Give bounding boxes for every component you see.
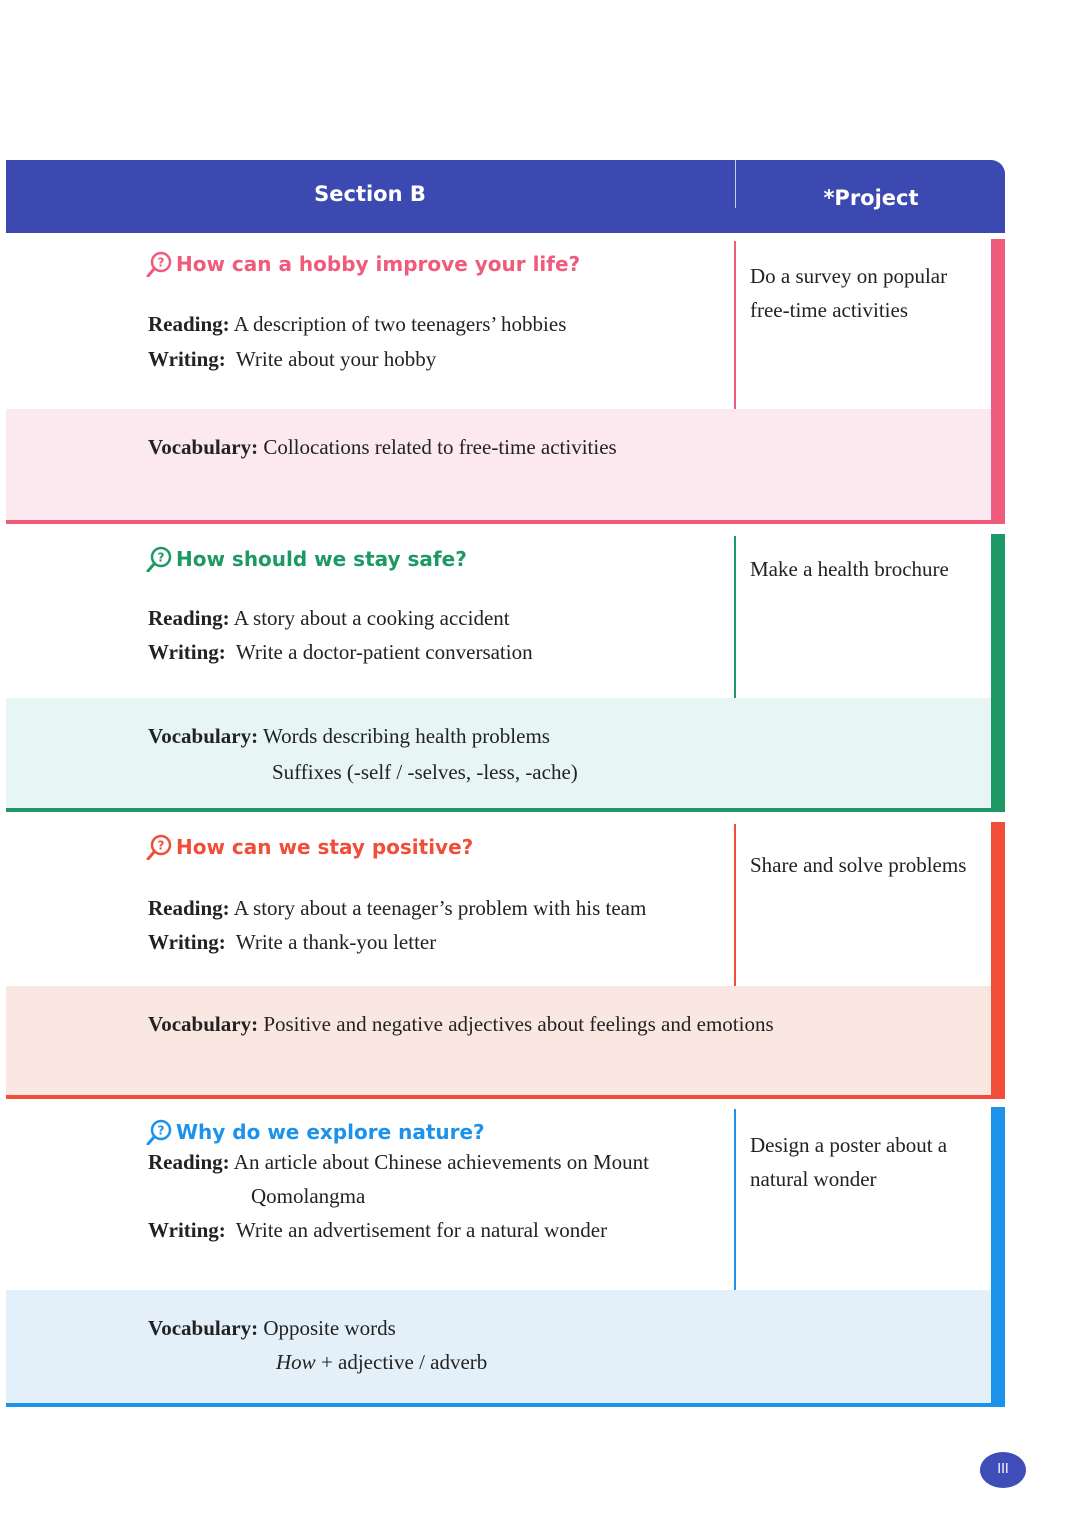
question-text: Why do we explore nature? (176, 1120, 485, 1144)
vocab-line-2: Suffixes (-self / -selves, -less, -ache) (272, 760, 578, 784)
vocab-line: Vocabulary: Positive and negative adject… (148, 1012, 774, 1036)
writing-line: Writing: Write a thank-you letter (148, 930, 437, 954)
svg-text:?: ? (158, 839, 165, 853)
svg-text:?: ? (158, 551, 165, 565)
vocabulary-band: Vocabulary: Positive and negative adject… (6, 986, 991, 1095)
bottom-rule (6, 1403, 1005, 1407)
color-bar (991, 1107, 1005, 1407)
project-heading: *Project (735, 160, 1006, 210)
reading-line: Reading: A description of two teenagers’… (148, 312, 567, 336)
color-bar (991, 534, 1005, 812)
project-text: Make a health brochure (750, 557, 949, 581)
unit-section: Vocabulary: Opposite words How + adjectiv… (6, 1103, 1005, 1407)
column-divider (734, 824, 736, 986)
column-divider (734, 1109, 736, 1290)
unit-section: Vocabulary: Positive and negative adject… (6, 818, 1005, 1099)
section-b-heading: Section B (314, 182, 426, 206)
vocabulary-band: Vocabulary: Opposite words How + adjectiv… (6, 1290, 991, 1403)
reading-line: Reading: A story about a cooking acciden… (148, 606, 510, 630)
writing-line: Writing: Write about your hobby (148, 347, 437, 371)
column-divider (734, 241, 736, 409)
question-heading: ? Why do we explore nature? (146, 1119, 485, 1145)
question-text: How should we stay safe? (176, 547, 467, 571)
project-text: Do a survey on popular free-time activit… (750, 264, 948, 322)
vocab-line-2: How + adjective / adverb (276, 1350, 488, 1374)
project-text: Share and solve problems (750, 853, 967, 877)
table-header: Section B *Project (6, 160, 1005, 233)
vocabulary-band: Vocabulary: Words describing health prob… (6, 698, 991, 808)
question-heading: ? How should we stay safe? (146, 546, 467, 572)
vocab-line: Vocabulary: Words describing health prob… (148, 724, 550, 748)
question-text: How can we stay positive? (176, 835, 474, 859)
unit-section: Vocabulary: Collocations related to free… (6, 235, 1005, 524)
reading-line: Reading: A story about a teenager’s prob… (148, 896, 647, 920)
question-magnifier-icon: ? (146, 834, 172, 860)
bottom-rule (6, 520, 1005, 524)
vocab-line: Vocabulary: Opposite words (148, 1316, 396, 1340)
column-divider (734, 536, 736, 698)
reading-line-cont: Qomolangma (251, 1184, 366, 1208)
question-heading: ? How can we stay positive? (146, 834, 473, 860)
writing-line: Writing: Write a doctor-patient conversa… (148, 640, 533, 664)
question-text: How can a hobby improve your life? (176, 252, 581, 276)
unit-section: Vocabulary: Words describing health prob… (6, 530, 1005, 812)
question-heading: ? How can a hobby improve your life? (146, 251, 580, 277)
svg-text:?: ? (158, 256, 165, 270)
bottom-rule (6, 1095, 1005, 1099)
project-text: Design a poster about a natural wonder (750, 1133, 948, 1191)
question-magnifier-icon: ? (146, 546, 172, 572)
vocabulary-band: Vocabulary: Collocations related to free… (6, 409, 991, 520)
vocab-line: Vocabulary: Collocations related to free… (148, 435, 617, 459)
color-bar (991, 239, 1005, 524)
color-bar (991, 822, 1005, 1099)
page-number: III (980, 1452, 1026, 1488)
svg-text:?: ? (158, 1124, 165, 1138)
reading-line: Reading: An article about Chinese achiev… (148, 1150, 650, 1174)
question-magnifier-icon: ? (146, 251, 172, 277)
writing-line: Writing: Write an advertisement for a na… (148, 1218, 608, 1242)
question-magnifier-icon: ? (146, 1119, 172, 1145)
bottom-rule (6, 808, 1005, 812)
